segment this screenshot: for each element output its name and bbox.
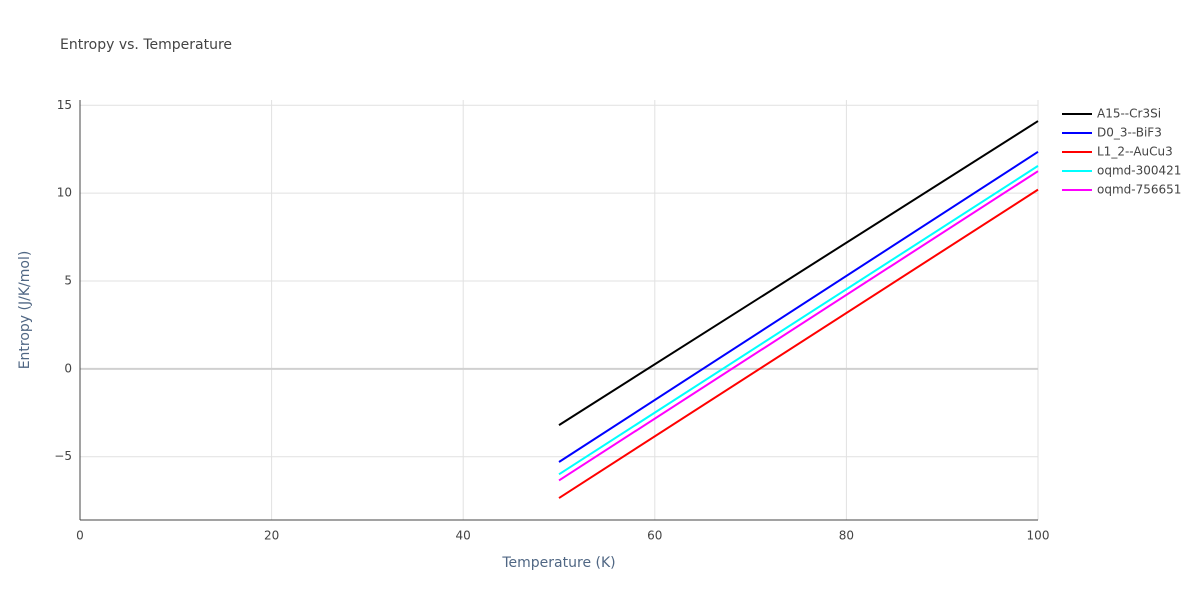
y-tick-label: 5 bbox=[64, 274, 72, 288]
y-tick-label: −5 bbox=[54, 449, 72, 463]
x-tick-label: 0 bbox=[76, 529, 84, 543]
x-tick-label: 60 bbox=[647, 529, 662, 543]
legend-label: D0_3--BiF3 bbox=[1097, 126, 1162, 140]
y-tick-label: 0 bbox=[64, 361, 72, 375]
x-axis-title: Temperature (K) bbox=[501, 555, 615, 571]
chart-title: Entropy vs. Temperature bbox=[60, 37, 232, 53]
grid bbox=[79, 100, 1039, 520]
x-tick-label: 80 bbox=[839, 529, 854, 543]
x-tick-label: 100 bbox=[1027, 529, 1050, 543]
series-line bbox=[558, 188, 1039, 499]
x-tick-label: 20 bbox=[264, 529, 279, 543]
series-line bbox=[558, 170, 1039, 482]
y-tick-label: 15 bbox=[57, 98, 72, 112]
series-line bbox=[558, 120, 1039, 426]
legend-label: A15--Cr3Si bbox=[1097, 107, 1161, 121]
series-line bbox=[558, 165, 1039, 476]
legend-label: L1_2--AuCu3 bbox=[1097, 145, 1173, 159]
y-axis-title: Entropy (J/K/mol) bbox=[17, 251, 33, 370]
legend-label: oqmd-300421 bbox=[1097, 164, 1181, 178]
legend-label: oqmd-756651 bbox=[1097, 183, 1181, 197]
series-line bbox=[558, 151, 1039, 463]
y-tick-label: 10 bbox=[57, 186, 72, 200]
x-tick-label: 40 bbox=[456, 529, 471, 543]
